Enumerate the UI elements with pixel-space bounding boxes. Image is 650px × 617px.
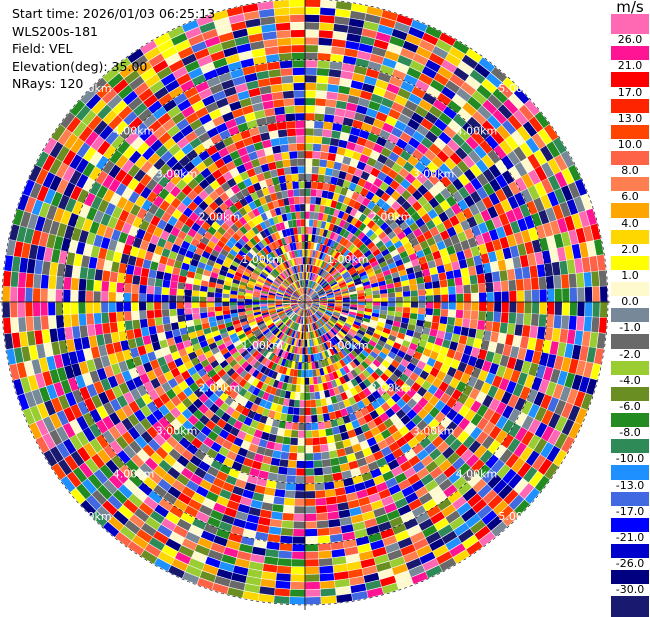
range-label: 4.00km bbox=[456, 467, 498, 480]
range-label: 5.00km bbox=[498, 510, 540, 523]
range-label: 3.00km bbox=[413, 425, 455, 438]
colorbar-tick-label: -21.0 bbox=[611, 532, 649, 544]
colorbar-tick-label: 21.0 bbox=[611, 60, 649, 72]
colorbar-tick-label: -10.0 bbox=[611, 453, 649, 465]
colorbar-tick-label: -2.0 bbox=[611, 349, 649, 361]
colorbar-tick-label: 0.0 bbox=[611, 296, 649, 308]
range-label: 1.00km bbox=[327, 253, 369, 266]
range-label: 4.00km bbox=[113, 125, 155, 138]
colorbar: 26.0 21.0 17.0 13.0 10.0 8.0 6.0 4.0 2.0 1.0 0.0 -1… bbox=[611, 14, 649, 606]
range-label: 2.00km bbox=[199, 382, 241, 395]
range-label: 4.00km bbox=[113, 467, 155, 480]
colorbar-tick-label: -17.0 bbox=[611, 506, 649, 518]
colorbar-tick-label: -6.0 bbox=[611, 401, 649, 413]
start-time-label: Start time: 2026/01/03 06:25:13 bbox=[12, 5, 215, 23]
range-label: 3.00km bbox=[413, 168, 455, 181]
instrument-label: WLS200s-181 bbox=[12, 23, 215, 41]
colorbar-tick-label: 17.0 bbox=[611, 87, 649, 99]
range-label: 3.00km bbox=[156, 168, 198, 181]
colorbar-tick-label: -26.0 bbox=[611, 558, 649, 570]
range-label: 5.00km bbox=[498, 82, 540, 95]
scan-info: Start time: 2026/01/03 06:25:13 WLS200s-… bbox=[12, 5, 215, 93]
colorbar-tick-label: 2.0 bbox=[611, 244, 649, 256]
range-label: 2.00km bbox=[370, 382, 412, 395]
colorbar-tick-label: 4.0 bbox=[611, 218, 649, 230]
colorbar-tick-label: 26.0 bbox=[611, 34, 649, 46]
field-label: Field: VEL bbox=[12, 40, 215, 58]
range-label: 2.00km bbox=[370, 210, 412, 223]
colorbar-tick-label: -13.0 bbox=[611, 480, 649, 492]
colorbar-tick-label: 10.0 bbox=[611, 139, 649, 151]
colorbar-tick-label: 1.0 bbox=[611, 270, 649, 282]
colorbar-tick-label: 8.0 bbox=[611, 165, 649, 177]
nrays-label: NRays: 120 bbox=[12, 75, 215, 93]
range-label: 1.00km bbox=[327, 339, 369, 352]
colorbar-tick-label: 6.0 bbox=[611, 191, 649, 203]
range-label: 1.00km bbox=[241, 339, 283, 352]
colorbar-tick-label: 13.0 bbox=[611, 113, 649, 125]
range-label: 4.00km bbox=[456, 125, 498, 138]
range-label: 2.00km bbox=[199, 210, 241, 223]
range-label: 1.00km bbox=[241, 253, 283, 266]
range-label: 5.00km bbox=[70, 510, 112, 523]
colorbar-tick-label: -1.0 bbox=[611, 322, 649, 334]
colorbar-tick-label: -30.0 bbox=[611, 584, 649, 596]
colorbar-tick-label: -4.0 bbox=[611, 375, 649, 387]
colorbar-tick-label: -8.0 bbox=[611, 427, 649, 439]
range-label: 3.00km bbox=[156, 425, 198, 438]
elevation-label: Elevation(deg): 35.00 bbox=[12, 58, 215, 76]
